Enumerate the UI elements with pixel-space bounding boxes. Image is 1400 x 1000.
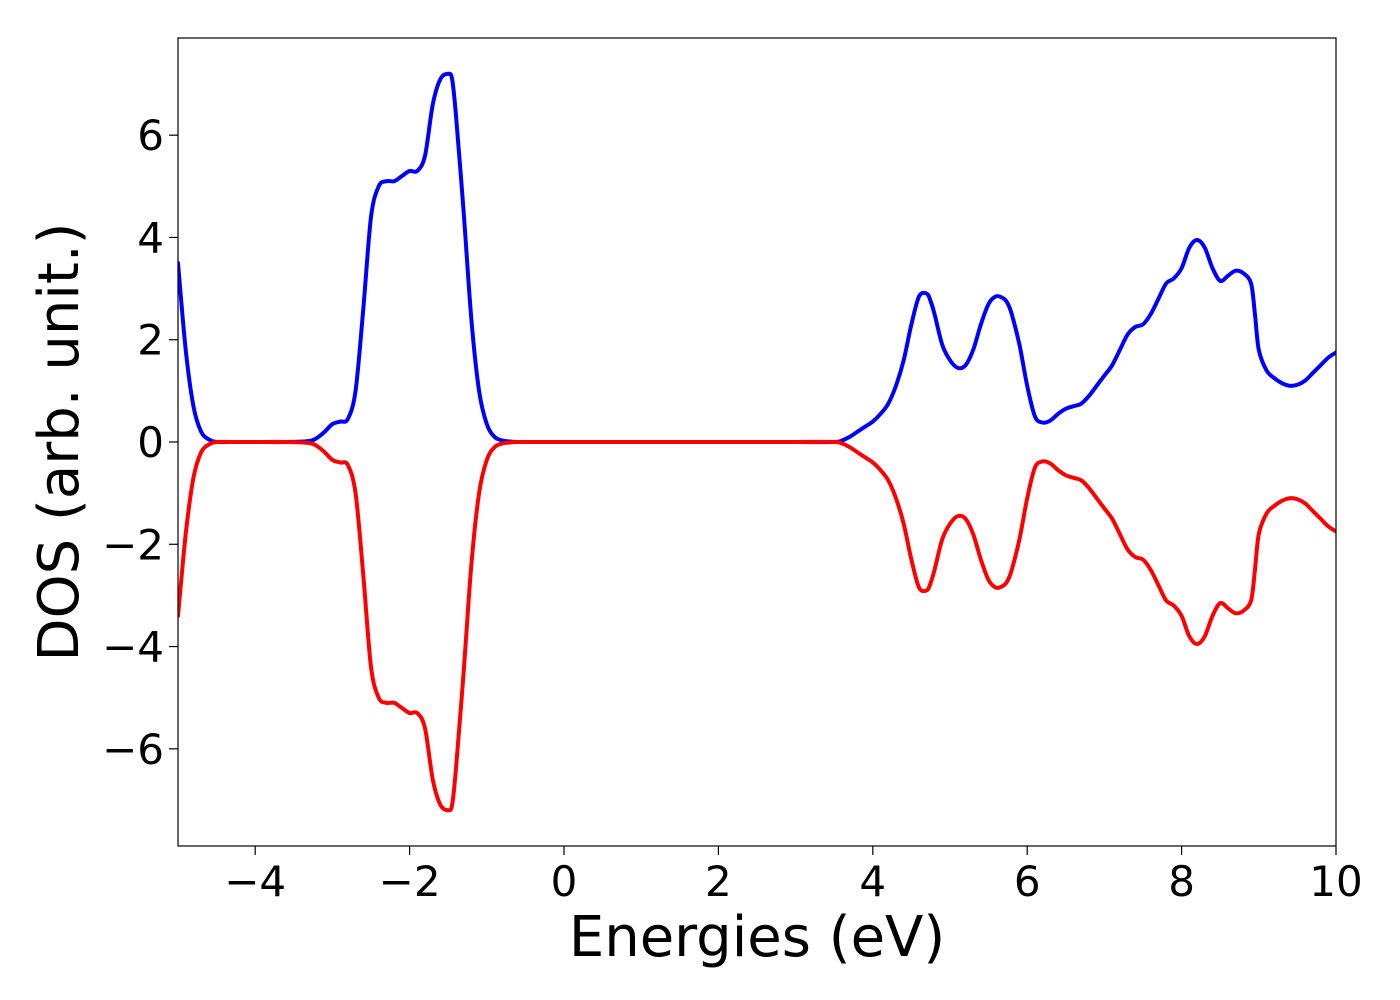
x-tick-label: −4 bbox=[224, 857, 286, 906]
y-tick-label: −4 bbox=[102, 623, 164, 672]
y-tick-label: 2 bbox=[137, 316, 164, 365]
y-tick-label: 6 bbox=[137, 111, 164, 160]
x-tick-label: 4 bbox=[859, 857, 886, 906]
y-tick-label: 0 bbox=[137, 418, 164, 467]
x-axis-title: Energies (eV) bbox=[569, 905, 945, 970]
x-tick-label: 0 bbox=[551, 857, 578, 906]
y-tick-label: 4 bbox=[137, 213, 164, 262]
x-tick-label: 10 bbox=[1309, 857, 1362, 906]
axes-layer: −4 −2 0 2 4 6 8 10 −6 −4 −2 0 2 4 6 bbox=[102, 37, 1363, 906]
x-tick-label: 2 bbox=[705, 857, 732, 906]
series-line-2 bbox=[178, 439, 1336, 813]
y-axis-title: DOS (arb. unit.) bbox=[27, 222, 92, 661]
x-tick-label: 8 bbox=[1168, 857, 1195, 906]
series-line-1 bbox=[178, 71, 1336, 445]
y-tick-label: −2 bbox=[102, 520, 164, 569]
x-tick-label: −2 bbox=[379, 857, 441, 906]
series-layer bbox=[178, 71, 1336, 813]
y-tick-label: −6 bbox=[102, 725, 164, 774]
x-tick-label: 6 bbox=[1014, 857, 1041, 906]
